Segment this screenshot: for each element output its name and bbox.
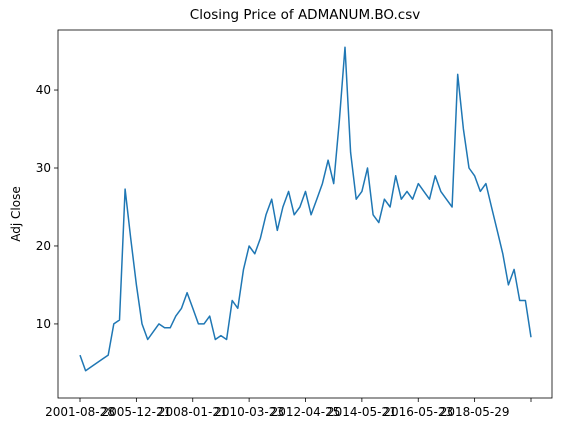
price-line [79,46,532,372]
y-tick-label: 30 [36,161,51,175]
y-axis-label: Adj Close [9,186,23,241]
x-tick-label: 2012-04-25 [271,405,341,419]
plot-frame [57,29,553,399]
x-tick-label: 2010-03-23 [214,405,284,419]
x-tick-label: 2014-05-21 [327,405,397,419]
x-tick-label: 2018-05-29 [440,405,510,419]
x-tick-label: 2005-12-21 [102,405,172,419]
y-tick-label: 10 [36,317,51,331]
chart-title: Closing Price of ADMANUM.BO.csv [190,7,420,23]
y-tick-label: 40 [36,83,51,97]
y-tick-label: 20 [36,239,51,253]
x-tick-label: 2001-08-28 [45,405,115,419]
x-tick-label: 2008-01-21 [158,405,228,419]
x-tick-label: 2016-05-23 [383,405,453,419]
